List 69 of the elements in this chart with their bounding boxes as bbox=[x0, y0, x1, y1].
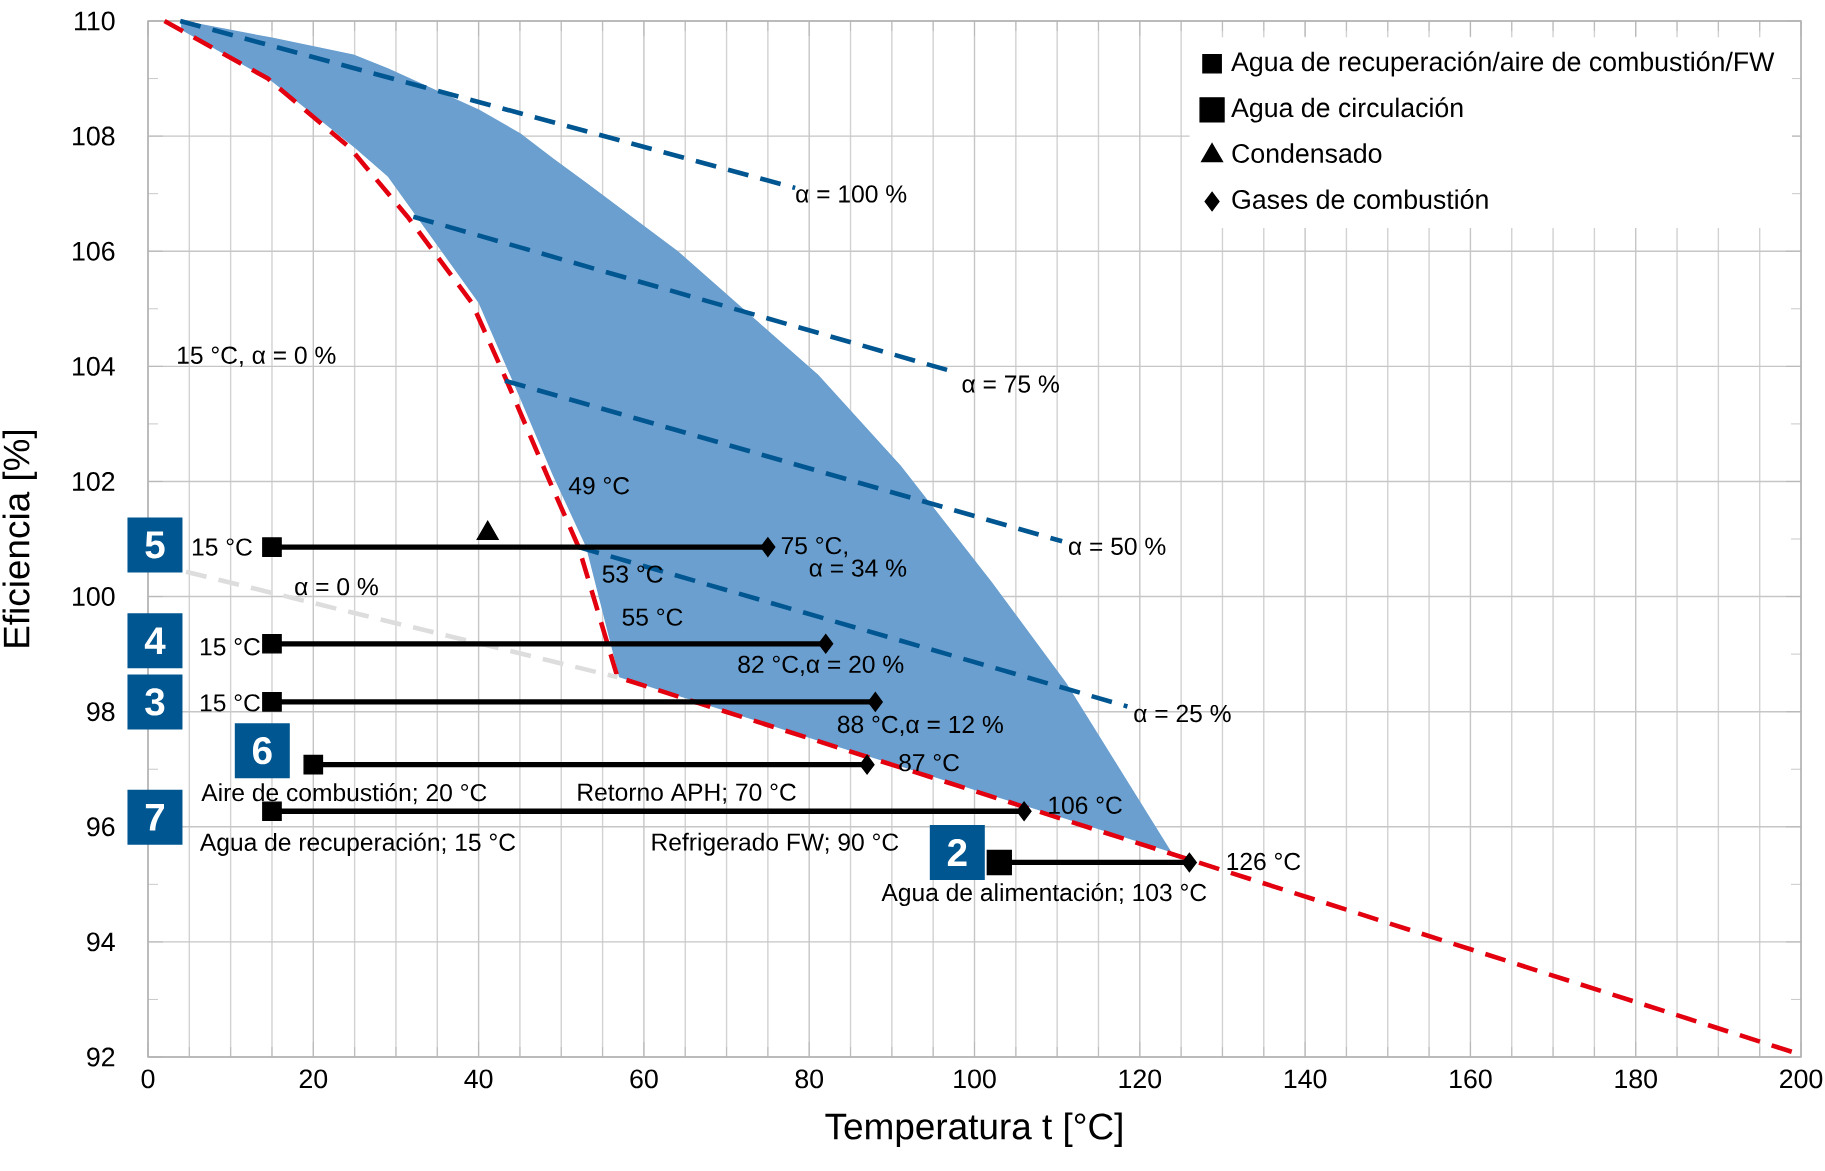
point bbox=[303, 754, 324, 775]
y-axis-title: Eficiencia [%] bbox=[2, 430, 37, 647]
annotation: α = 100 % bbox=[796, 185, 907, 203]
annotation: 5 bbox=[145, 531, 165, 559]
annotation: α = 34 % bbox=[809, 559, 907, 577]
y-tick-label: 104 bbox=[73, 356, 115, 376]
annotation: 49 °C bbox=[568, 477, 630, 495]
annotation: 3 bbox=[145, 688, 165, 716]
point bbox=[262, 801, 282, 822]
annotation: 82 °C,α = 20 % bbox=[738, 655, 904, 676]
y-tick-label: 102 bbox=[73, 471, 115, 491]
annotation: 15 °C bbox=[200, 638, 260, 656]
x-tick-label: 140 bbox=[1284, 1069, 1327, 1089]
point bbox=[818, 633, 834, 654]
y-tick-label: 108 bbox=[73, 126, 115, 146]
annotation: Refrigerado FW; 90 °C bbox=[652, 832, 899, 856]
point bbox=[262, 633, 282, 654]
annotation: 87 °C bbox=[899, 753, 959, 772]
annotation: 55 °C bbox=[622, 608, 683, 626]
point bbox=[1181, 852, 1197, 873]
annotation: 106 °C bbox=[1049, 796, 1122, 814]
annotation: 6 bbox=[252, 736, 272, 765]
y-tick-label: 92 bbox=[87, 1047, 115, 1067]
y-tick-label: 106 bbox=[73, 241, 115, 261]
annotation: Aire de combustión; 20 °C bbox=[201, 783, 487, 805]
annotation: 88 °C,α = 12 % bbox=[837, 715, 1003, 737]
annotation: α = 0 % bbox=[295, 577, 378, 596]
y-tick-label: 96 bbox=[87, 817, 115, 837]
annotation: Agua de recuperación; 15 °C bbox=[199, 832, 516, 856]
annotation: Retorno APH; 70 °C bbox=[578, 783, 796, 804]
point bbox=[867, 692, 883, 712]
x-tick-label: 80 bbox=[795, 1069, 824, 1089]
x-tick-label: 160 bbox=[1450, 1069, 1492, 1089]
annotation: α = 25 % bbox=[1134, 704, 1231, 723]
x-tick-label: 180 bbox=[1615, 1069, 1657, 1089]
legend-label: Agua de recuperación/aire de combustión/FW bbox=[1231, 51, 1775, 77]
legend-label: Gases de combustión bbox=[1232, 189, 1488, 210]
annotation: 2 bbox=[947, 839, 967, 866]
x-tick-label: 0 bbox=[141, 1069, 155, 1089]
y-tick-label: 110 bbox=[75, 11, 115, 31]
y-tick-label: 100 bbox=[73, 587, 115, 607]
annotation: 4 bbox=[144, 627, 166, 655]
annotation: 7 bbox=[145, 803, 165, 831]
point bbox=[859, 754, 875, 775]
point bbox=[1016, 801, 1032, 822]
point bbox=[986, 849, 1012, 876]
point bbox=[262, 537, 282, 557]
x-tick-label: 60 bbox=[630, 1069, 658, 1089]
annotation: 15 °C, α = 0 % bbox=[178, 346, 336, 367]
x-tick-label: 20 bbox=[299, 1069, 328, 1089]
annotation: 15 °C bbox=[200, 694, 260, 712]
y-tick-label: 94 bbox=[87, 932, 115, 952]
x-tick-label: 40 bbox=[464, 1069, 493, 1089]
x-tick-label: 100 bbox=[954, 1069, 996, 1089]
point bbox=[760, 537, 776, 557]
annotation: 75 °C, bbox=[781, 536, 847, 558]
annotation: 126 °C bbox=[1227, 852, 1301, 871]
annotation: α = 50 % bbox=[1069, 537, 1166, 555]
annotation: 53 °C bbox=[602, 565, 663, 583]
x-tick-label: 200 bbox=[1780, 1069, 1823, 1089]
point bbox=[262, 692, 282, 712]
legend-label: Agua de circulación bbox=[1231, 97, 1463, 123]
x-axis-title: Temperatura t [°C] bbox=[825, 1112, 1122, 1147]
annotation: Agua de alimentación; 103 °C bbox=[881, 882, 1207, 907]
x-tick-label: 120 bbox=[1119, 1069, 1162, 1089]
y-tick-label: 98 bbox=[87, 702, 115, 722]
legend-label: Condensado bbox=[1232, 143, 1382, 163]
annotation: 15 °C bbox=[192, 538, 252, 556]
annotation: α = 75 % bbox=[962, 375, 1059, 393]
